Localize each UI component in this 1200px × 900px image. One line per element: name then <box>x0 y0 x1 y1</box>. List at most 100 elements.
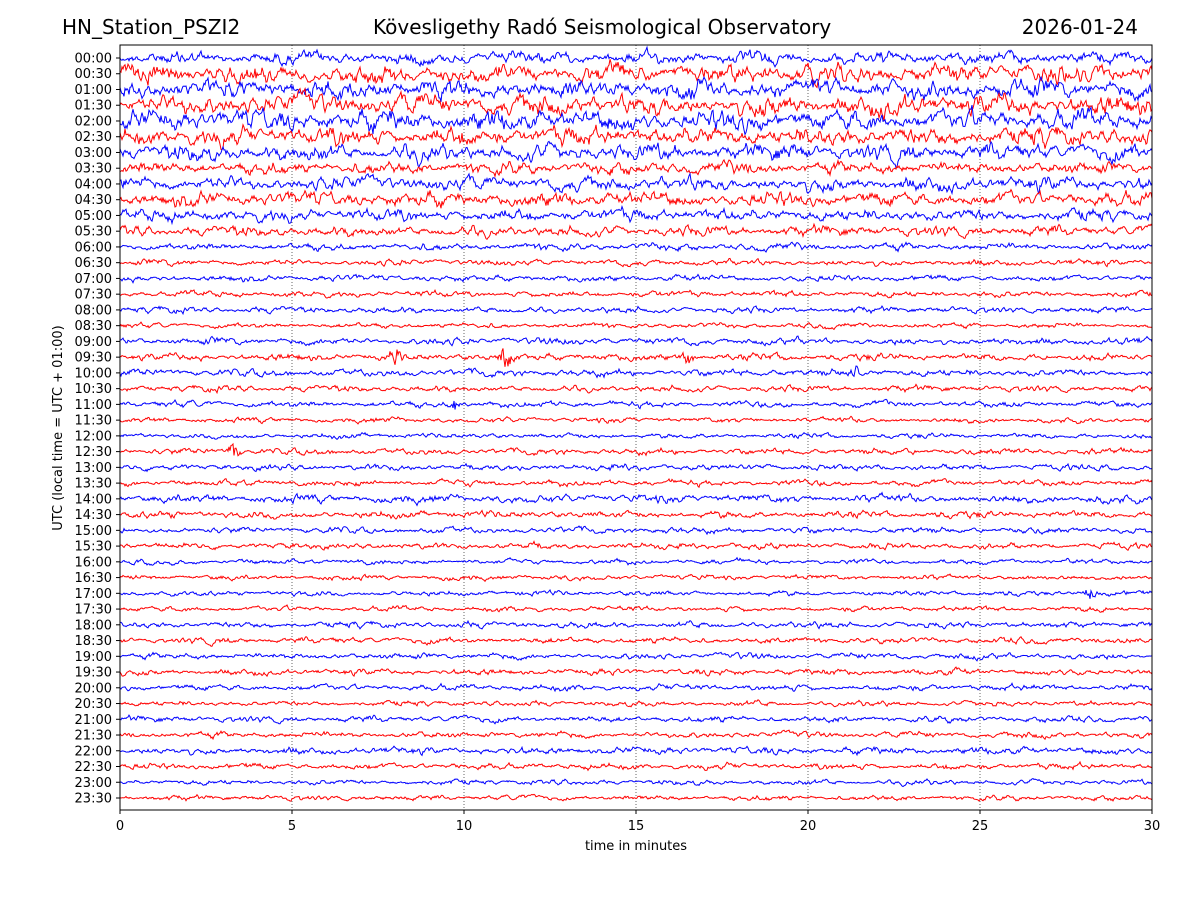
trace-0100 <box>119 75 1153 103</box>
x-tick-label: 10 <box>456 819 473 834</box>
trace-2030 <box>119 699 1153 708</box>
x-tick-label: 30 <box>1144 819 1161 834</box>
y-tick-label: 21:00 <box>75 713 112 728</box>
y-tick-label: 10:30 <box>75 382 112 397</box>
trace-1700 <box>119 589 1153 599</box>
y-axis-label: UTC (local time = UTC + 01:00) <box>51 325 66 530</box>
y-tick-label: 11:30 <box>75 414 112 429</box>
station-name: HN_Station_PSZI2 <box>62 15 241 39</box>
x-tick-label: 15 <box>628 819 645 834</box>
y-tick-label: 02:30 <box>75 130 112 145</box>
trace-1530 <box>119 540 1153 552</box>
trace-0600 <box>119 241 1153 253</box>
y-tick-label: 04:00 <box>75 177 112 192</box>
y-tick-label: 09:00 <box>75 335 112 350</box>
y-tick-label: 19:30 <box>75 666 112 681</box>
y-tick-label: 04:30 <box>75 193 112 208</box>
trace-0930 <box>119 348 1153 367</box>
x-axis-label: time in minutes <box>585 839 687 854</box>
y-tick-label: 05:30 <box>75 225 112 240</box>
y-tick-label: 23:30 <box>75 792 112 807</box>
trace-1600 <box>119 556 1153 566</box>
y-tick-label: 17:30 <box>75 603 112 618</box>
trace-1330 <box>119 477 1153 489</box>
y-tick-label: 01:00 <box>75 83 112 98</box>
trace-1100 <box>119 398 1153 410</box>
y-tick-label: 22:30 <box>75 760 112 775</box>
trace-0400 <box>119 172 1153 196</box>
trace-1000 <box>119 365 1153 379</box>
y-tick-label: 13:00 <box>75 461 112 476</box>
y-tick-label: 18:30 <box>75 634 112 649</box>
y-tick-label: 15:00 <box>75 524 112 539</box>
y-tick-label: 06:30 <box>75 256 112 271</box>
y-tick-label: 17:00 <box>75 587 112 602</box>
trace-0230 <box>119 123 1153 151</box>
trace-0730 <box>119 288 1153 299</box>
y-tick-label: 07:00 <box>75 272 112 287</box>
trace-0500 <box>119 204 1153 226</box>
chart-date: 2026-01-24 <box>1021 15 1138 39</box>
trace-0300 <box>119 140 1153 169</box>
trace-1300 <box>119 462 1153 473</box>
y-tick-label: 20:30 <box>75 697 112 712</box>
trace-1730 <box>119 604 1153 613</box>
y-tick-label: 05:00 <box>75 209 112 224</box>
y-tick-label: 08:00 <box>75 303 112 318</box>
y-tick-label: 21:30 <box>75 729 112 744</box>
trace-1130 <box>119 415 1153 425</box>
trace-1230 <box>120 442 1153 457</box>
y-tick-label: 12:30 <box>75 445 112 460</box>
trace-0700 <box>119 273 1153 284</box>
x-tick-label: 25 <box>972 819 989 834</box>
trace-0530 <box>119 222 1153 241</box>
x-tick-label: 5 <box>288 819 296 834</box>
trace-1630 <box>119 573 1153 583</box>
y-tick-label: 16:00 <box>75 555 112 570</box>
y-tick-label: 20:00 <box>75 681 112 696</box>
trace-1830 <box>119 636 1153 647</box>
y-tick-label: 00:00 <box>75 52 112 67</box>
trace-2130 <box>119 729 1153 741</box>
trace-0800 <box>119 305 1153 316</box>
trace-2100 <box>119 714 1153 725</box>
y-tick-label: 22:00 <box>75 744 112 759</box>
trace-2300 <box>119 778 1153 788</box>
trace-2200 <box>119 745 1153 757</box>
y-tick-label: 00:30 <box>75 67 112 82</box>
y-tick-label: 16:30 <box>75 571 112 586</box>
trace-1200 <box>119 431 1153 440</box>
trace-2330 <box>119 793 1153 802</box>
y-tick-label: 06:00 <box>75 240 112 255</box>
y-tick-label: 09:30 <box>75 351 112 366</box>
y-tick-label: 15:30 <box>75 540 112 555</box>
trace-1500 <box>119 525 1153 536</box>
trace-0200 <box>119 104 1153 136</box>
trace-0000 <box>119 45 1153 68</box>
trace-1430 <box>119 509 1153 520</box>
y-tick-label: 03:30 <box>75 162 112 177</box>
y-tick-label: 07:30 <box>75 288 112 303</box>
trace-0900 <box>119 335 1153 347</box>
y-tick-label: 01:30 <box>75 99 112 114</box>
y-tick-label: 02:00 <box>75 114 112 129</box>
chart-title: Kövesligethy Radó Seismological Observat… <box>373 15 832 39</box>
trace-0630 <box>119 257 1153 268</box>
trace-2230 <box>119 760 1153 772</box>
x-tick-label: 20 <box>800 819 817 834</box>
y-tick-label: 10:00 <box>75 366 112 381</box>
trace-1930 <box>119 666 1153 678</box>
y-tick-label: 11:00 <box>75 398 112 413</box>
trace-0030 <box>119 59 1153 89</box>
y-tick-label: 14:00 <box>75 492 112 507</box>
y-tick-label: 12:00 <box>75 429 112 444</box>
y-tick-label: 19:00 <box>75 650 112 665</box>
x-tick-label: 0 <box>116 819 124 834</box>
y-tick-label: 14:30 <box>75 508 112 523</box>
y-tick-label: 08:30 <box>75 319 112 334</box>
y-tick-label: 18:00 <box>75 618 112 633</box>
trace-0130 <box>119 86 1153 122</box>
y-tick-label: 13:30 <box>75 477 112 492</box>
y-tick-label: 03:00 <box>75 146 112 161</box>
